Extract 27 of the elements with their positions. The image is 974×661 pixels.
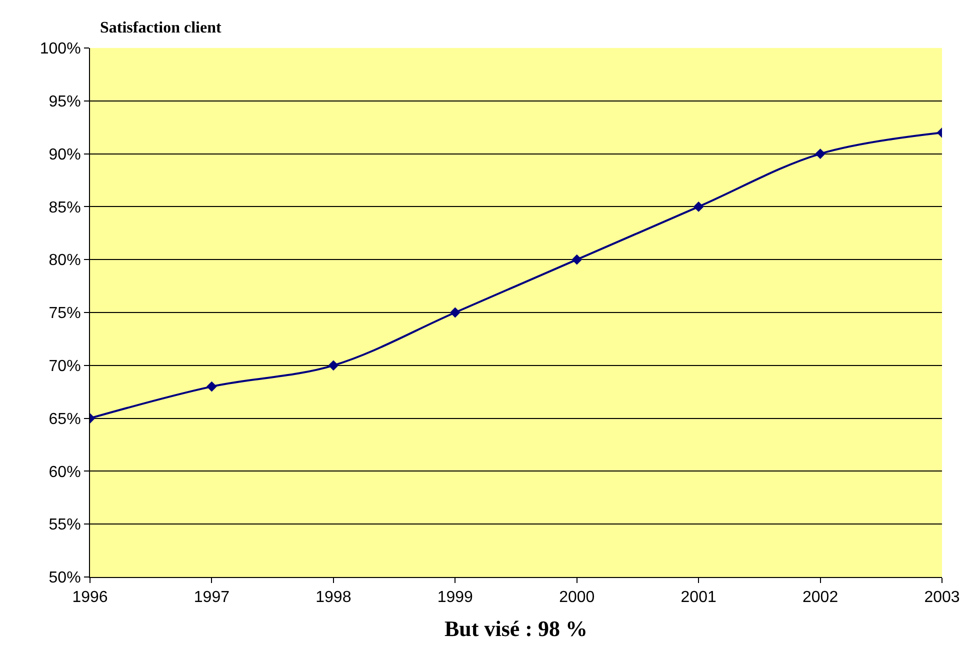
point xyxy=(572,254,582,265)
x-tick-label: 2000 xyxy=(559,589,595,606)
x-tick-label: 2003 xyxy=(924,589,960,606)
x-tick-label: 1997 xyxy=(194,589,230,606)
y-tick-label: 85% xyxy=(48,199,81,216)
y-tick-label: 70% xyxy=(48,358,81,375)
x-axis-title: But visé : 98 % xyxy=(444,616,588,642)
x-tick-label: 2002 xyxy=(802,589,838,606)
y-tick-label: 90% xyxy=(48,146,81,164)
chart-title: Satisfaction client xyxy=(100,20,222,37)
y-tick-label: 55% xyxy=(48,516,81,534)
y-tick-label: 80% xyxy=(48,252,81,270)
point xyxy=(815,148,826,159)
point xyxy=(450,307,460,318)
x-tick-label: 1996 xyxy=(72,589,108,606)
y-tick-label: 75% xyxy=(48,305,81,322)
x-tick-label: 2001 xyxy=(680,589,716,606)
point xyxy=(693,202,704,212)
y-tick-label: 95% xyxy=(48,94,81,110)
x-tick-label: 1999 xyxy=(437,589,474,606)
y-tick-label: 100% xyxy=(40,40,81,58)
y-tick-label: 50% xyxy=(48,570,81,587)
x-tick-label: 1998 xyxy=(316,589,352,606)
y-tick-label: 60% xyxy=(48,464,81,481)
point xyxy=(328,360,339,371)
point xyxy=(206,381,217,392)
y-tick-label: 65% xyxy=(48,410,81,428)
